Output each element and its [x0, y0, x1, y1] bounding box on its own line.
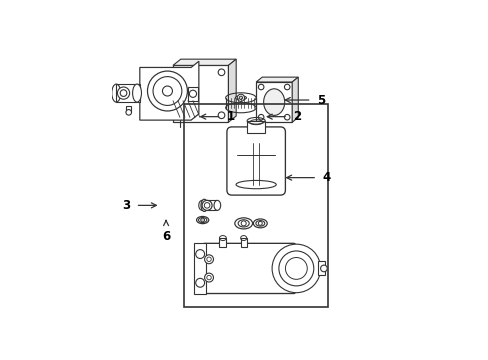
- Text: 3: 3: [122, 199, 130, 212]
- Circle shape: [271, 244, 320, 293]
- Circle shape: [258, 114, 264, 120]
- Circle shape: [176, 69, 183, 76]
- Text: 4: 4: [322, 171, 330, 184]
- Bar: [219, 238, 226, 247]
- Circle shape: [218, 112, 224, 118]
- Circle shape: [176, 112, 183, 118]
- Circle shape: [147, 71, 187, 111]
- Bar: [126, 106, 131, 112]
- Bar: [318, 261, 325, 275]
- Circle shape: [200, 218, 204, 222]
- Circle shape: [237, 94, 244, 102]
- Polygon shape: [173, 59, 236, 66]
- Circle shape: [284, 84, 289, 90]
- Ellipse shape: [238, 220, 249, 227]
- Circle shape: [218, 69, 224, 76]
- Polygon shape: [256, 77, 298, 82]
- Polygon shape: [256, 82, 292, 122]
- Circle shape: [204, 273, 213, 282]
- Polygon shape: [228, 59, 236, 122]
- Circle shape: [195, 278, 204, 287]
- Text: 2: 2: [292, 110, 301, 123]
- Ellipse shape: [235, 96, 246, 100]
- Circle shape: [239, 96, 242, 99]
- Polygon shape: [173, 66, 228, 122]
- Text: 5: 5: [316, 94, 324, 107]
- Text: 1: 1: [226, 110, 234, 123]
- Bar: [194, 243, 205, 294]
- Ellipse shape: [198, 201, 205, 210]
- Circle shape: [195, 249, 204, 258]
- Bar: [116, 84, 140, 102]
- Ellipse shape: [263, 89, 284, 116]
- Polygon shape: [140, 61, 199, 120]
- Ellipse shape: [201, 199, 207, 211]
- Text: 6: 6: [162, 230, 170, 243]
- Bar: [183, 104, 327, 307]
- Bar: [187, 87, 198, 101]
- Circle shape: [284, 114, 289, 120]
- FancyBboxPatch shape: [226, 127, 285, 195]
- Polygon shape: [292, 77, 298, 122]
- Ellipse shape: [255, 221, 264, 226]
- Ellipse shape: [214, 201, 220, 210]
- Circle shape: [189, 90, 196, 98]
- Ellipse shape: [132, 84, 141, 102]
- Circle shape: [258, 84, 264, 90]
- Bar: [246, 121, 264, 133]
- Circle shape: [126, 109, 131, 115]
- Circle shape: [320, 265, 326, 272]
- Circle shape: [204, 255, 213, 264]
- Circle shape: [117, 87, 129, 99]
- Bar: [202, 201, 217, 210]
- Ellipse shape: [234, 218, 252, 229]
- FancyBboxPatch shape: [202, 243, 295, 293]
- Ellipse shape: [253, 219, 267, 228]
- Circle shape: [202, 201, 212, 210]
- Ellipse shape: [196, 216, 208, 224]
- Bar: [240, 238, 246, 247]
